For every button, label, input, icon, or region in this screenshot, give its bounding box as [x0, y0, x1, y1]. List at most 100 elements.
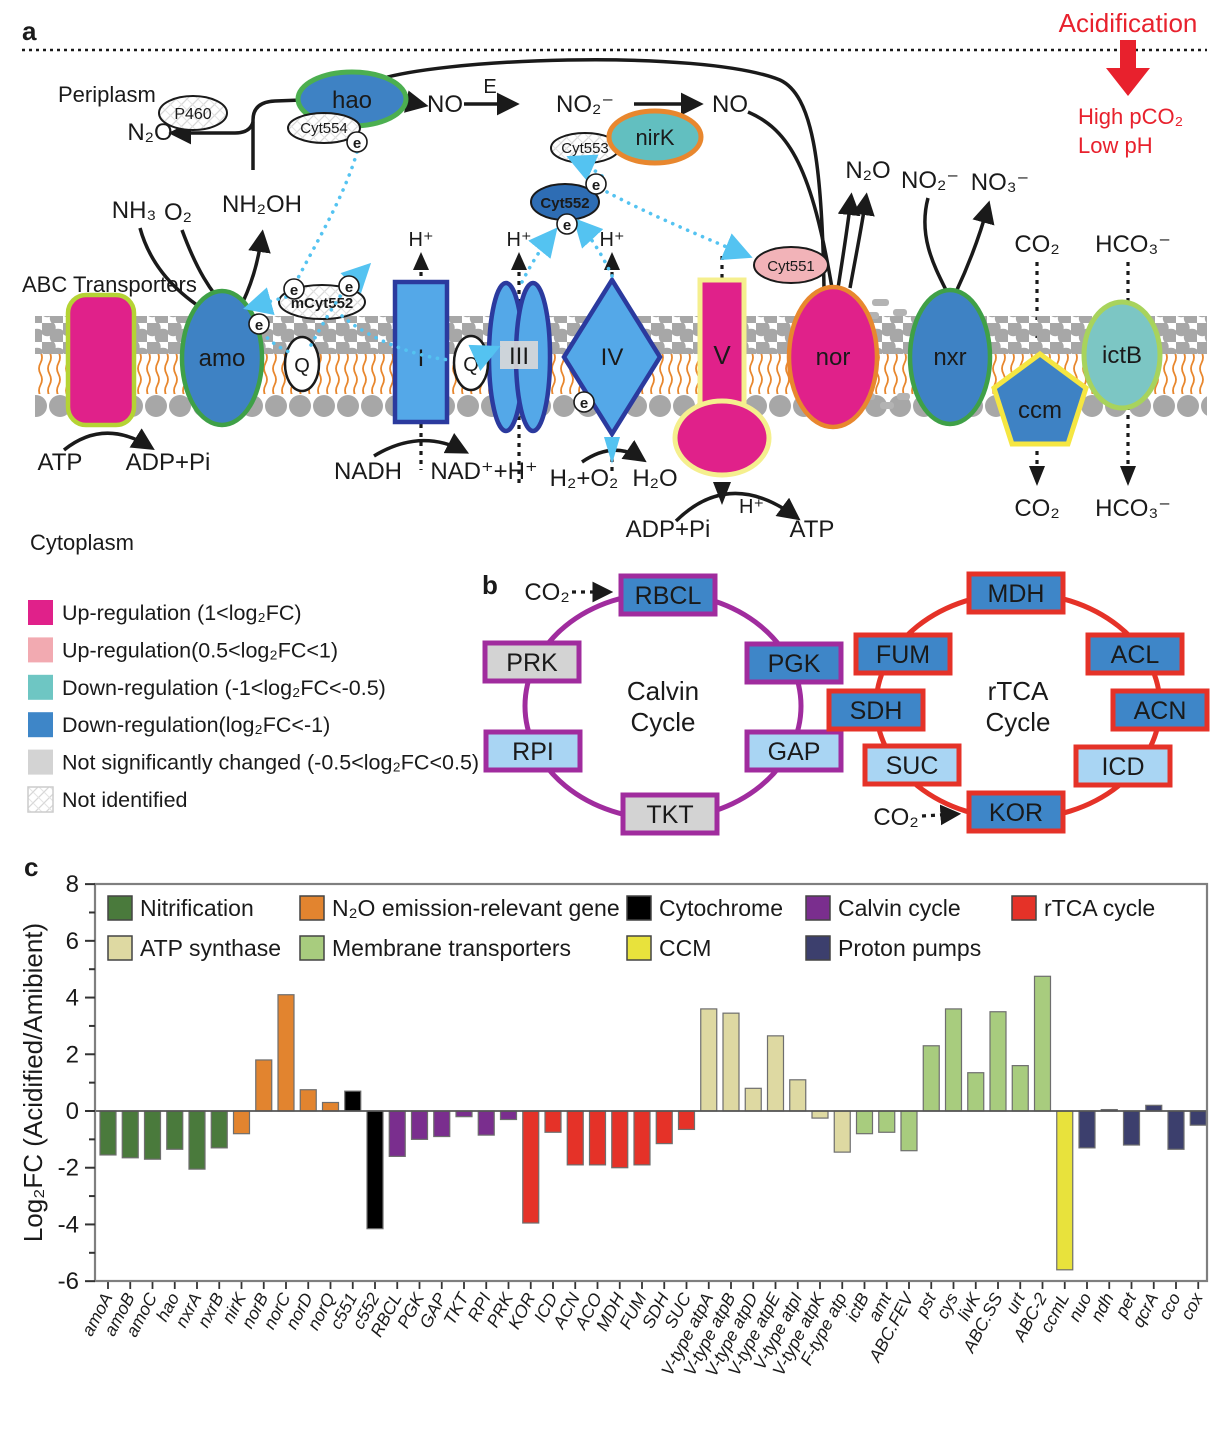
chart-legend-item: CCM [626, 935, 711, 961]
o2-label: O₂ [164, 199, 192, 226]
no2-label: NO₂⁻ [556, 91, 614, 118]
enzyme-box-shape [966, 571, 1066, 615]
nirk-label: nirK [635, 125, 674, 150]
electron-icon: e [585, 173, 607, 195]
amo-label: amo [199, 345, 246, 372]
enzyme-label: ACN [1134, 697, 1187, 725]
bar-urt [1011, 1065, 1029, 1112]
chart-legend-item: Calvin cycle [805, 895, 961, 921]
e-arrow-label: E [483, 76, 496, 98]
enzyme-box: ACN [1110, 688, 1210, 732]
h-plus-arrow-icon [511, 252, 527, 270]
enzyme-box-shape [483, 729, 583, 773]
enzyme-label: RPI [512, 738, 554, 766]
rtca-cycle-title: Cycle [985, 707, 1050, 737]
enzyme-box-shape [618, 573, 718, 617]
chart-legend-swatch [299, 935, 325, 961]
enzyme-label: KOR [989, 799, 1043, 827]
enzyme-label: SUC [886, 752, 939, 780]
bar-cco [1167, 1110, 1185, 1150]
enzyme-box: FUM [853, 632, 953, 676]
bar-ABC.SS [989, 1011, 1007, 1112]
low-ph-label: Low pH [1078, 133, 1153, 158]
acidification-arrow-icon [1106, 40, 1150, 96]
complex-v-label: V [713, 340, 731, 370]
bar-V-type atpA [700, 1008, 718, 1112]
nxr-label: nxr [933, 344, 966, 371]
h-plus-label: H⁺ [409, 229, 434, 251]
bar-amoC [143, 1110, 162, 1160]
chart-legend-label: Cytochrome [659, 895, 783, 921]
cyt552-label: Cyt552 [540, 195, 589, 212]
svg-text:e: e [563, 217, 571, 234]
quinone-label: Q [294, 355, 310, 377]
bar-V-type atpE [766, 1035, 785, 1112]
legend-label: Down-regulation (-1<log₂FC<-0.5) [62, 676, 386, 700]
complex-i-label: I [418, 345, 425, 372]
no3-label: NO₃⁻ [971, 169, 1029, 196]
enzyme-box: ICD [1073, 744, 1173, 788]
enzyme-box-shape [826, 688, 926, 732]
panel-a: a Periplasm Cytoplasm ABC Transporters A… [22, 8, 1207, 555]
enzyme-box-shape [1085, 632, 1185, 676]
no-label: NO [427, 91, 463, 118]
nxr-shape [907, 287, 993, 427]
enzyme-box: MDH [966, 571, 1066, 615]
mcyt552-label: mCyt552 [291, 295, 354, 312]
ictb-shape [1081, 299, 1163, 411]
bar-ACN [566, 1110, 584, 1166]
bar-cys [944, 1008, 963, 1112]
panel-c: c amoAamoBamoChaonxrAnxrBnirKnorBnorCnor… [18, 852, 1209, 1380]
complex-iii-label: III [509, 343, 529, 370]
chart-legend-swatch [805, 895, 831, 921]
bar-ABC.FEV [900, 1110, 918, 1152]
co2-label: CO₂ [524, 579, 569, 606]
no2-label: NO₂⁻ [901, 167, 959, 194]
legend-item: Down-regulation (-1<log₂FC<-0.5) [28, 674, 386, 700]
enzyme-label: FUM [876, 641, 930, 669]
atp-label: ATP [790, 516, 835, 543]
bar-norB [255, 1059, 273, 1112]
electron-icon: e [556, 213, 578, 235]
enzyme-label: GAP [768, 738, 821, 766]
cycle-enzyme-boxes: RBCL PGK GAP TKT RPI PRK MDH ACL ACN ICD KOR SUC SDH… [482, 571, 1210, 836]
svg-text:e: e [353, 135, 361, 152]
enzyme-box: SDH [826, 688, 926, 732]
log2fc-bar-chart: amoAamoBamoChaonxrAnxrBnirKnorBnorCnorDn… [18, 871, 1209, 1380]
h-plus-label: H⁺ [507, 229, 532, 251]
molecule-labels: N₂O NO E NO₂⁻ NO N₂O NO₂⁻ NO₃⁻ NH₃ O₂ NH… [38, 76, 1171, 543]
chart-legend-label: Calvin cycle [838, 895, 961, 921]
co2-input-arrow [921, 804, 962, 826]
enzyme-label: ACL [1111, 641, 1160, 669]
adp-pi-label: ADP+Pi [126, 449, 211, 476]
legend-swatch [27, 786, 54, 813]
hco3-label: HCO₃⁻ [1095, 231, 1171, 258]
h2o-label: H₂O [632, 465, 677, 492]
complex-iv-electron-arrow-icon [604, 437, 620, 464]
enzyme-label: TKT [646, 801, 693, 829]
bar-KOR [522, 1110, 540, 1224]
svg-text:e: e [592, 177, 600, 194]
chart-legend-swatch [626, 935, 652, 961]
chart-legend-item: Proton pumps [805, 935, 981, 961]
bar-pst [922, 1045, 940, 1112]
bar-PGK [410, 1110, 429, 1140]
complex-iii-badge [500, 341, 538, 369]
enzyme-box: PRK [482, 640, 582, 684]
bar-amoA [99, 1110, 117, 1156]
bar-nirK [232, 1110, 251, 1135]
y-tick-label: 6 [66, 928, 79, 955]
chart-legend-item: rTCA cycle [1011, 895, 1155, 921]
co2-label: CO₂ [1014, 231, 1059, 258]
electron-icon: e [573, 391, 595, 413]
acidification-annotation: Acidification High pCO₂ Low pH [1059, 8, 1198, 158]
electron-icon: e [248, 313, 270, 335]
atp-label: ATP [38, 449, 83, 476]
legend-swatch [28, 600, 53, 625]
calvin-cycle-title: Calvin [627, 676, 699, 706]
svg-text:e: e [255, 317, 263, 334]
enzyme-box: RBCL [618, 573, 718, 617]
complex-iv-label: IV [601, 344, 624, 371]
h-plus-arrow-icon [604, 252, 620, 270]
